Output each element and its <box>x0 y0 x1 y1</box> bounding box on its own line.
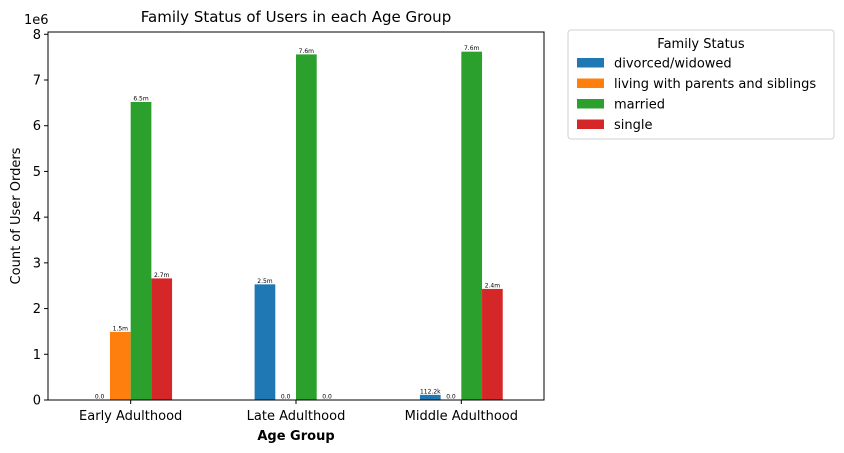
x-axis-label: Age Group <box>257 429 334 444</box>
x-tick-label: Middle Adulthood <box>405 409 518 424</box>
y-tick-label: 2 <box>33 302 41 317</box>
y-tick-label: 0 <box>33 394 41 409</box>
bar-value-label: 1.5m <box>113 325 129 332</box>
chart-title: Family Status of Users in each Age Group <box>141 8 451 26</box>
bar-value-label: 0.0 <box>95 394 105 401</box>
legend-title: Family Status <box>657 37 745 52</box>
y-tick-label: 7 <box>33 74 41 89</box>
bar <box>151 278 173 400</box>
bar-value-label: 2.7m <box>154 272 170 279</box>
bar <box>109 331 131 400</box>
bar-value-label: 0.0 <box>281 394 291 401</box>
bar-value-label: 112.2k <box>420 388 441 395</box>
y-tick-label: 3 <box>33 256 41 271</box>
legend-swatch <box>577 78 604 88</box>
legend-box <box>567 29 835 140</box>
y-tick-label: 5 <box>33 165 41 180</box>
legend-swatch <box>577 119 604 129</box>
bar <box>130 101 152 400</box>
legend-entry: single <box>614 118 653 133</box>
y-tick-label: 6 <box>33 119 41 134</box>
bar-value-label: 2.4m <box>485 282 501 289</box>
bar-value-label: 7.6m <box>299 48 315 55</box>
legend-entry: living with parents and siblings <box>614 77 816 92</box>
y-axis-label: Count of User Orders <box>9 147 24 284</box>
bar-value-label: 2.5m <box>257 278 273 285</box>
bar <box>296 54 317 401</box>
legend-entry: married <box>614 98 665 113</box>
y-tick-label: 4 <box>33 211 41 226</box>
bar-value-label: 6.5m <box>133 95 149 102</box>
bar <box>254 284 276 400</box>
bar-value-label: 7.6m <box>464 45 480 52</box>
legend-entry: divorced/widowed <box>614 57 732 72</box>
bar <box>419 394 441 400</box>
legend: Family Status divorced/widowed living with… <box>567 29 835 140</box>
y-offset-label: 1e6 <box>24 13 49 28</box>
x-tick-label: Early Adulthood <box>79 409 182 424</box>
bar <box>482 288 503 400</box>
x-tick-label: Late Adulthood <box>247 409 346 424</box>
bar-value-label: 0.0 <box>446 394 456 401</box>
bar-value-label: 0.0 <box>322 394 332 401</box>
y-tick-label: 8 <box>33 28 41 43</box>
plot-area: 0.0 2.5m 112.2k 1.5m 0.0 0.0 6.5m 7.6m 7.6m 2.7m 0… <box>33 28 545 424</box>
bar <box>461 51 483 401</box>
legend-swatch <box>577 99 604 109</box>
y-tick-label: 1 <box>33 348 41 363</box>
legend-swatch <box>577 58 604 68</box>
